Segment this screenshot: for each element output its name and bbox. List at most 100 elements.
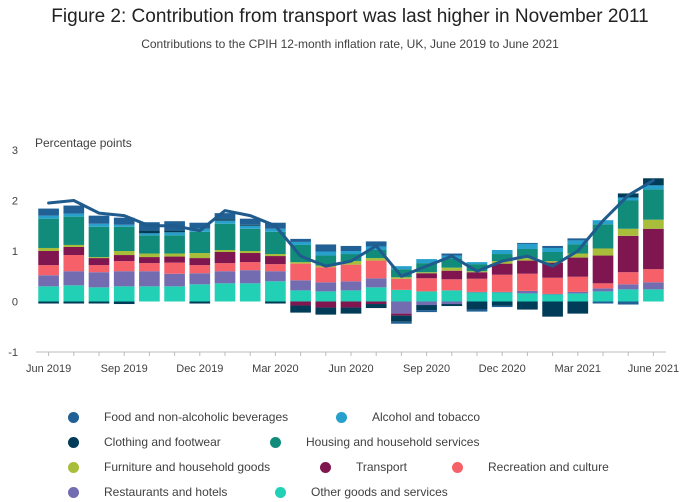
bar-segment bbox=[340, 254, 362, 262]
bar-segment bbox=[113, 226, 135, 251]
bar-segment bbox=[239, 225, 261, 229]
bar-segment bbox=[542, 262, 563, 278]
bar-segment bbox=[139, 263, 160, 272]
bar-segment bbox=[113, 224, 135, 227]
bar-segment bbox=[290, 263, 311, 281]
bar-segment bbox=[542, 293, 563, 295]
bar-segment bbox=[290, 301, 311, 306]
bar-segment bbox=[592, 288, 614, 292]
bar-segment bbox=[466, 291, 488, 293]
legend-item-clothing[interactable]: Clothing and footwear bbox=[68, 435, 221, 449]
bar-segment bbox=[214, 252, 236, 264]
bar-segment bbox=[239, 283, 261, 302]
bar-segment bbox=[189, 301, 211, 304]
bar-segment bbox=[365, 278, 387, 288]
bar-segment bbox=[592, 301, 614, 304]
bar-segment bbox=[592, 248, 614, 256]
legend-swatch bbox=[68, 486, 79, 498]
bar-segment bbox=[113, 255, 135, 262]
bar-segment bbox=[416, 272, 437, 274]
bar-segment bbox=[239, 251, 261, 254]
bar-segment bbox=[315, 291, 337, 302]
bar-segment bbox=[113, 251, 135, 256]
legend-item-recreation[interactable]: Recreation and culture bbox=[452, 460, 609, 474]
bar-segment bbox=[391, 301, 412, 314]
bar-segment bbox=[38, 301, 59, 304]
bar-segment bbox=[617, 235, 639, 273]
bar-segment bbox=[340, 290, 362, 302]
legend-item-food[interactable]: Food and non-alcoholic beverages bbox=[68, 410, 288, 424]
bar-segment bbox=[365, 301, 387, 305]
bar-segment bbox=[365, 249, 387, 259]
legend-swatch bbox=[68, 461, 79, 473]
legend-item-transport[interactable]: Transport bbox=[320, 460, 407, 474]
bar-segment bbox=[567, 238, 589, 241]
bar-segment bbox=[517, 290, 538, 294]
bar-segment bbox=[491, 263, 513, 275]
bar-segment bbox=[265, 254, 286, 257]
chart-legend: Food and non-alcoholic beverages Alcohol… bbox=[0, 402, 700, 502]
bar-segment bbox=[391, 315, 412, 322]
bar-segment bbox=[466, 262, 488, 265]
bar-segment bbox=[63, 216, 85, 245]
bar-segment bbox=[139, 233, 160, 236]
bar-segment bbox=[164, 232, 185, 236]
bar-segment bbox=[643, 219, 664, 229]
x-tick-label: Jun 2020 bbox=[328, 363, 373, 375]
bar-segment bbox=[63, 271, 85, 286]
bar-segment bbox=[365, 304, 387, 309]
legend-item-restaurants[interactable]: Restaurants and hotels bbox=[68, 485, 227, 499]
bar-segment bbox=[63, 301, 85, 304]
bar-segment bbox=[139, 286, 160, 302]
bar-segment bbox=[38, 218, 59, 248]
bar-segment bbox=[391, 289, 412, 302]
bar-segment bbox=[38, 275, 59, 287]
bar-segment bbox=[88, 301, 110, 304]
bar-segment bbox=[38, 265, 59, 276]
bar-segment bbox=[643, 282, 664, 290]
bar-segment bbox=[290, 280, 311, 291]
bar-segment bbox=[517, 242, 538, 244]
bar-segment bbox=[466, 272, 488, 279]
bar-segment bbox=[466, 278, 488, 292]
legend-swatch bbox=[68, 411, 79, 423]
bar-segment bbox=[617, 272, 639, 285]
bar-segment bbox=[315, 301, 337, 308]
bar-segment bbox=[265, 264, 286, 272]
bar-segment bbox=[164, 273, 185, 287]
chart-title: Figure 2: Contribution from transport wa… bbox=[51, 6, 649, 27]
bar-segment bbox=[88, 272, 110, 288]
bar-segment bbox=[643, 185, 664, 190]
legend-label: Restaurants and hotels bbox=[104, 485, 228, 499]
bar-segment bbox=[567, 291, 589, 294]
legend-item-other[interactable]: Other goods and services bbox=[275, 485, 448, 499]
bar-segment bbox=[214, 249, 236, 253]
legend-swatch bbox=[452, 461, 463, 473]
bar-segment bbox=[592, 283, 614, 289]
bar-segment bbox=[517, 293, 538, 302]
bar-segment bbox=[164, 230, 185, 233]
bar-segment bbox=[391, 277, 412, 279]
bar-segment bbox=[365, 258, 387, 261]
legend-label: Alcohol and tobacco bbox=[372, 410, 481, 424]
bar-segment bbox=[189, 265, 211, 274]
chart-subtitle: Contributions to the CPIH 12-month infla… bbox=[141, 37, 559, 51]
bar-segment bbox=[290, 238, 311, 242]
bar-segment bbox=[63, 285, 85, 302]
bar-segment bbox=[265, 256, 286, 265]
bar-segment bbox=[567, 293, 589, 302]
legend-item-housing[interactable]: Housing and household services bbox=[270, 435, 479, 449]
bar-segment bbox=[416, 273, 437, 279]
legend-item-alcohol[interactable]: Alcohol and tobacco bbox=[336, 410, 480, 424]
bar-segment bbox=[340, 281, 362, 291]
bar-segment bbox=[214, 220, 236, 224]
bar-segment bbox=[491, 292, 513, 302]
bar-segment bbox=[239, 262, 261, 271]
bar-segment bbox=[542, 247, 563, 253]
legend-item-furniture[interactable]: Furniture and household goods bbox=[68, 460, 270, 474]
bar-segment bbox=[88, 215, 110, 224]
bar-segment bbox=[466, 301, 488, 310]
legend-label: Other goods and services bbox=[311, 485, 448, 499]
bar-segment bbox=[592, 291, 614, 302]
bar-segment bbox=[214, 219, 236, 221]
